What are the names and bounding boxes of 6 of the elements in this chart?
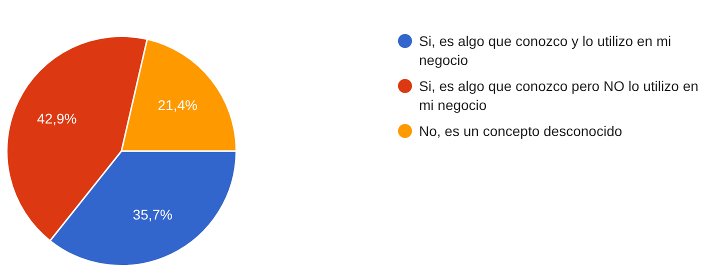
- data-label: 42,9%: [37, 110, 77, 127]
- legend-label: No, es un concepto desconocido: [419, 122, 622, 141]
- legend-label: Si, es algo que conozco y lo utilizo en mi negocio: [419, 32, 672, 70]
- data-label: 21,4%: [158, 97, 198, 114]
- data-label: 35,7%: [132, 206, 172, 222]
- legend-label: Si, es algo que conozco pero NO lo utilizo en mi negocio: [419, 77, 700, 115]
